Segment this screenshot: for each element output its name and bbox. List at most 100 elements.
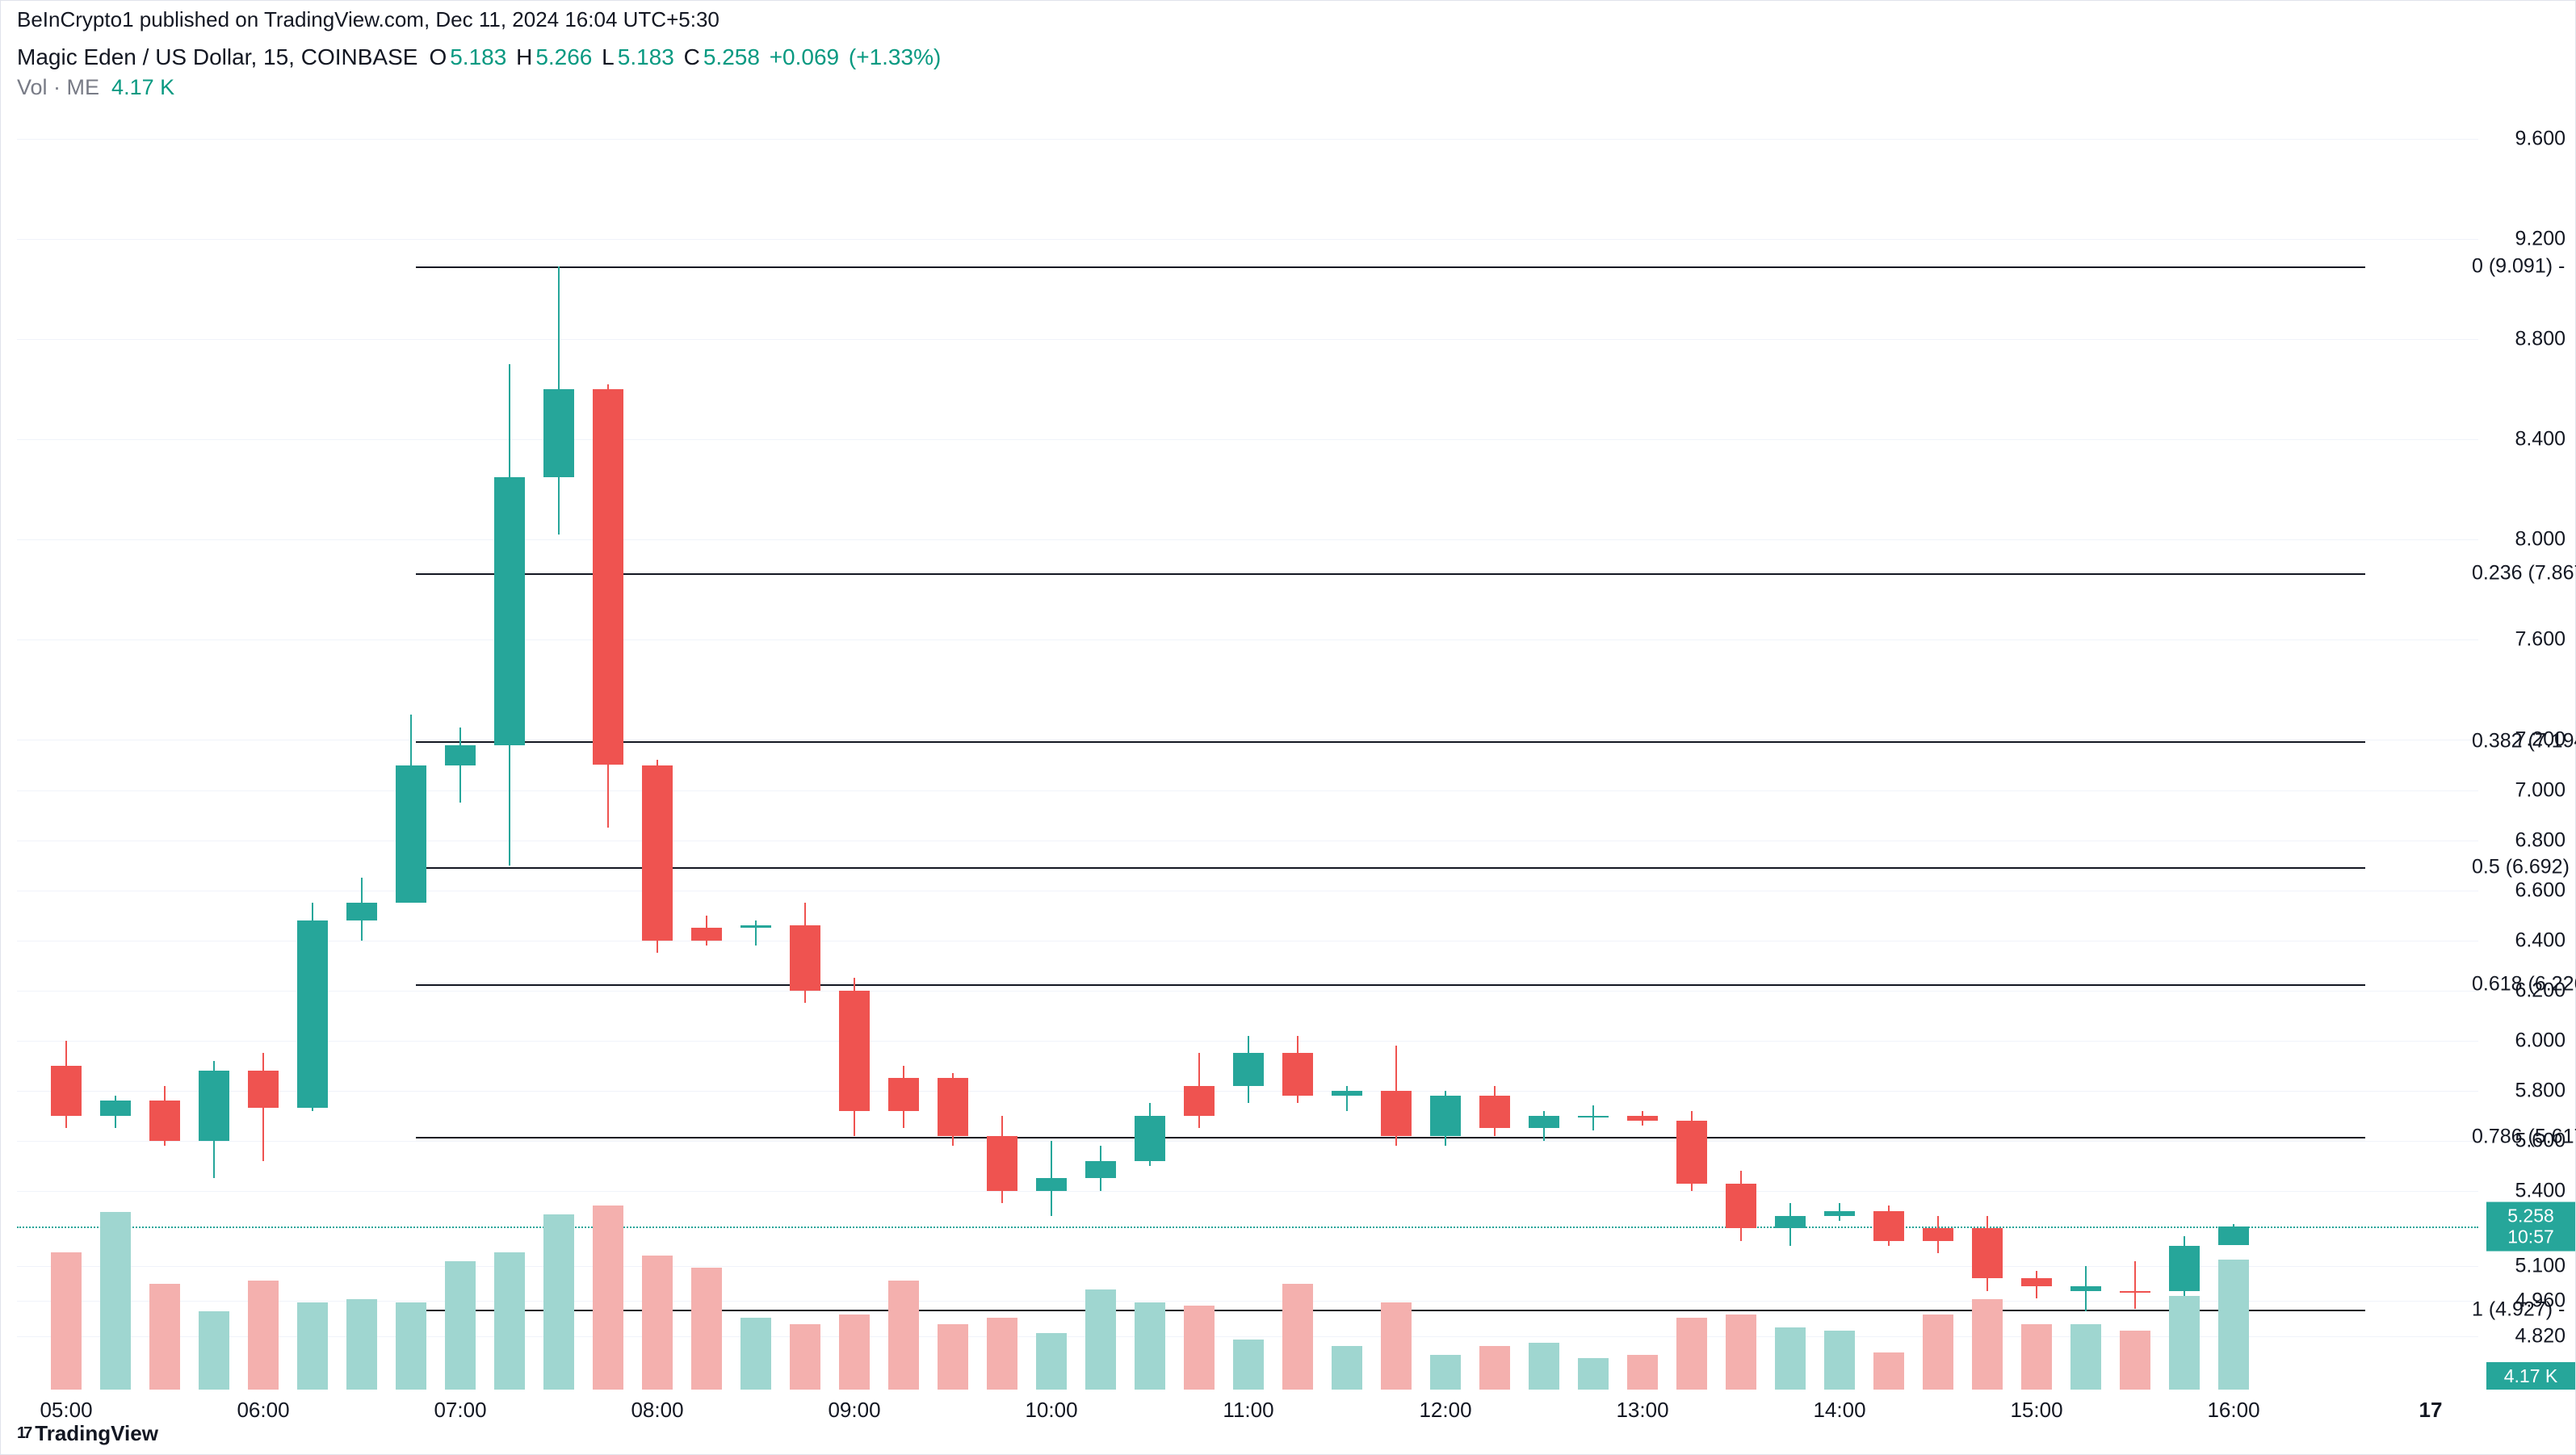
volume-bar[interactable]	[2120, 1331, 2150, 1390]
volume-bar[interactable]	[494, 1252, 525, 1390]
volume-bar[interactable]	[1578, 1358, 1609, 1390]
candle[interactable]	[543, 114, 574, 1390]
candle[interactable]	[1430, 114, 1461, 1390]
candle[interactable]	[1036, 114, 1067, 1390]
candle[interactable]	[987, 114, 1017, 1390]
price-tick: 5.600	[2515, 1129, 2566, 1152]
candle[interactable]	[2021, 114, 2052, 1390]
volume-bar[interactable]	[100, 1212, 131, 1390]
volume-bar[interactable]	[691, 1268, 722, 1390]
volume-bar[interactable]	[1332, 1346, 1362, 1390]
candle[interactable]	[1332, 114, 1362, 1390]
candle[interactable]	[494, 114, 525, 1390]
candle[interactable]	[346, 114, 377, 1390]
volume-bar[interactable]	[790, 1324, 820, 1390]
volume-bar[interactable]	[297, 1302, 328, 1390]
candle[interactable]	[100, 114, 131, 1390]
volume-bar[interactable]	[938, 1324, 968, 1390]
price-axis[interactable]: 9.6009.2008.8008.4008.0007.6007.2007.000…	[2478, 114, 2575, 1390]
candle[interactable]	[248, 114, 279, 1390]
time-axis[interactable]: 05:0006:0007:0008:0009:0010:0011:0012:00…	[17, 1398, 2478, 1430]
candle[interactable]	[1282, 114, 1313, 1390]
volume-bar[interactable]	[2169, 1296, 2200, 1390]
candle[interactable]	[790, 114, 820, 1390]
candle[interactable]	[199, 114, 229, 1390]
candle[interactable]	[839, 114, 870, 1390]
volume-bar[interactable]	[593, 1206, 623, 1390]
candle[interactable]	[1726, 114, 1756, 1390]
vol-label: Vol · ME	[17, 75, 99, 99]
volume-bar[interactable]	[1726, 1315, 1756, 1390]
volume-bar[interactable]	[888, 1281, 919, 1390]
volume-bar[interactable]	[2070, 1324, 2101, 1390]
candle[interactable]	[1135, 114, 1165, 1390]
volume-bar[interactable]	[199, 1311, 229, 1390]
candle[interactable]	[1775, 114, 1806, 1390]
volume-bar[interactable]	[1529, 1343, 1559, 1390]
candle[interactable]	[2218, 114, 2249, 1390]
candle[interactable]	[740, 114, 771, 1390]
volume-bar[interactable]	[1676, 1318, 1707, 1390]
candle[interactable]	[149, 114, 180, 1390]
volume-bar[interactable]	[987, 1318, 1017, 1390]
candle[interactable]	[1085, 114, 1116, 1390]
candle[interactable]	[51, 114, 82, 1390]
volume-bar[interactable]	[248, 1281, 279, 1390]
volume-bar[interactable]	[2218, 1260, 2249, 1390]
volume-bar[interactable]	[1184, 1306, 1215, 1390]
candle[interactable]	[691, 114, 722, 1390]
volume-bar[interactable]	[1233, 1340, 1264, 1390]
chart-plot-area[interactable]: 0 (9.091) -0.236 (7.867) -0.382 (7.194) …	[17, 114, 2478, 1390]
candle[interactable]	[1184, 114, 1215, 1390]
candle[interactable]	[445, 114, 476, 1390]
volume-bar[interactable]	[543, 1214, 574, 1390]
candle[interactable]	[2120, 114, 2150, 1390]
candle[interactable]	[1824, 114, 1855, 1390]
tradingview-logo[interactable]: 17 TradingView	[17, 1421, 158, 1446]
volume-bar[interactable]	[1873, 1352, 1904, 1390]
volume-bar[interactable]	[445, 1261, 476, 1390]
pair-name[interactable]: Magic Eden / US Dollar, 15, COINBASE	[17, 44, 417, 70]
volume-bar[interactable]	[1627, 1355, 1658, 1390]
last-price-badge[interactable]: 5.25810:57	[2486, 1201, 2575, 1251]
volume-bar[interactable]	[740, 1318, 771, 1390]
volume-bar[interactable]	[642, 1256, 673, 1390]
volume-bar[interactable]	[1824, 1331, 1855, 1390]
symbol-info-row: Magic Eden / US Dollar, 15, COINBASE O5.…	[1, 41, 2575, 73]
candle[interactable]	[938, 114, 968, 1390]
candle[interactable]	[1873, 114, 1904, 1390]
volume-bar[interactable]	[396, 1302, 426, 1390]
candle[interactable]	[1479, 114, 1510, 1390]
candle[interactable]	[1233, 114, 1264, 1390]
candle[interactable]	[396, 114, 426, 1390]
volume-bar[interactable]	[2021, 1324, 2052, 1390]
volume-bar[interactable]	[1775, 1327, 1806, 1390]
volume-bar[interactable]	[1381, 1302, 1412, 1390]
candle[interactable]	[1923, 114, 1953, 1390]
candle[interactable]	[1676, 114, 1707, 1390]
candle[interactable]	[1381, 114, 1412, 1390]
price-tick: 9.200	[2515, 228, 2566, 251]
candle[interactable]	[1578, 114, 1609, 1390]
volume-bar[interactable]	[1479, 1346, 1510, 1390]
candle[interactable]	[1529, 114, 1559, 1390]
candle[interactable]	[297, 114, 328, 1390]
candle[interactable]	[888, 114, 919, 1390]
candle[interactable]	[1627, 114, 1658, 1390]
volume-bar[interactable]	[1430, 1355, 1461, 1390]
candle[interactable]	[1972, 114, 2003, 1390]
volume-bar[interactable]	[1085, 1289, 1116, 1390]
candle[interactable]	[2169, 114, 2200, 1390]
volume-bar[interactable]	[1036, 1333, 1067, 1390]
volume-bar[interactable]	[51, 1252, 82, 1390]
volume-bar[interactable]	[1923, 1315, 1953, 1390]
volume-bar[interactable]	[1972, 1299, 2003, 1390]
volume-bar[interactable]	[1282, 1284, 1313, 1390]
volume-bar[interactable]	[839, 1315, 870, 1390]
candle[interactable]	[593, 114, 623, 1390]
volume-bar[interactable]	[1135, 1302, 1165, 1390]
candle[interactable]	[642, 114, 673, 1390]
volume-bar[interactable]	[149, 1284, 180, 1390]
candle[interactable]	[2070, 114, 2101, 1390]
volume-bar[interactable]	[346, 1299, 377, 1390]
